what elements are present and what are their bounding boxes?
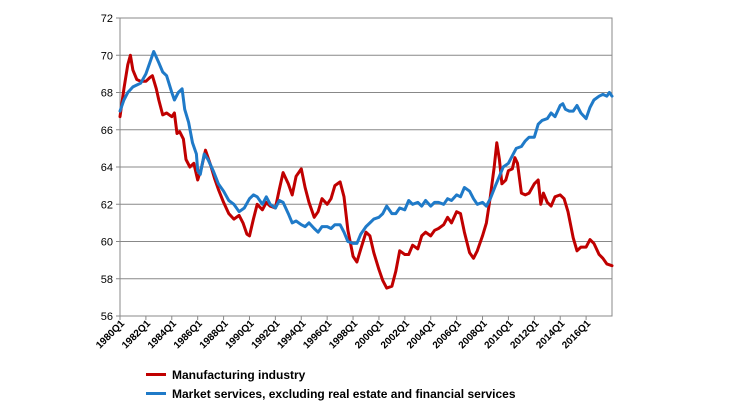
legend-item-market-services: Market services, excluding real estate a… (146, 384, 516, 403)
series-lines (118, 50, 614, 290)
x-axis-ticks: 1980Q11982Q11984Q11986Q11988Q11990Q11992… (94, 316, 594, 351)
y-tick-label: 70 (101, 50, 113, 62)
legend-label-market-services: Market services, excluding real estate a… (172, 386, 516, 401)
y-tick-label: 58 (101, 274, 113, 286)
x-tick-label: 2016Q1 (560, 318, 593, 351)
series-line-market-services (118, 50, 614, 245)
legend-item-manufacturing: Manufacturing industry (146, 365, 516, 384)
series-line-manufacturing (118, 53, 614, 290)
y-tick-label: 60 (101, 237, 113, 249)
y-axis-ticks: 56 58 60 62 64 66 68 70 72 (101, 13, 120, 323)
legend-label-manufacturing: Manufacturing industry (172, 367, 306, 382)
y-tick-label: 68 (101, 88, 113, 100)
y-tick-label: 56 (101, 311, 113, 323)
y-tick-label: 72 (101, 13, 113, 25)
y-tick-label: 64 (101, 162, 113, 174)
legend: Manufacturing industry Market services, … (146, 365, 516, 403)
y-tick-label: 62 (101, 199, 113, 211)
legend-swatch-manufacturing (146, 373, 166, 376)
legend-swatch-market-services (146, 392, 166, 395)
y-tick-label: 66 (101, 125, 113, 137)
